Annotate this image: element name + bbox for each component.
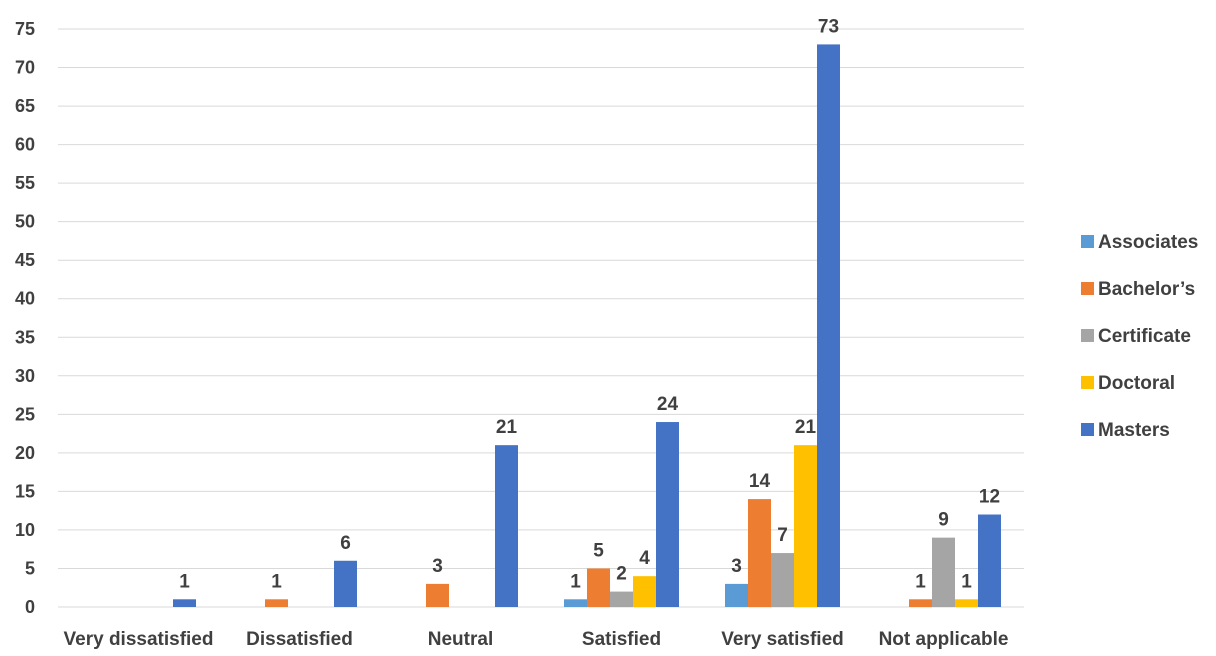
bar-certificate — [932, 537, 955, 607]
data-label: 9 — [938, 510, 949, 531]
y-tick-label: 0 — [25, 597, 35, 617]
bar-certificate — [610, 591, 633, 607]
bar-doctoral — [955, 599, 978, 607]
y-tick-label: 60 — [15, 135, 35, 155]
y-tick-label: 75 — [15, 19, 35, 39]
data-label: 7 — [777, 525, 788, 546]
bar-associates — [564, 599, 587, 607]
data-label: 2 — [616, 564, 627, 585]
data-label: 1 — [271, 571, 282, 592]
data-label: 1 — [570, 571, 581, 592]
bar-masters — [495, 445, 518, 607]
bars — [173, 44, 1001, 608]
data-label: 21 — [795, 417, 817, 438]
y-axis-ticks: 0 5 10 15 20 25 30 35 40 45 50 55 60 65 70 75 — [15, 19, 35, 617]
data-label: 14 — [749, 471, 771, 492]
y-tick-label: 65 — [15, 96, 35, 116]
bar-masters — [978, 514, 1001, 607]
bar-associates — [725, 583, 748, 607]
y-tick-label: 70 — [15, 58, 35, 78]
data-label: 1 — [179, 571, 190, 592]
y-tick-label: 40 — [15, 289, 35, 309]
data-label: 73 — [818, 16, 839, 37]
y-tick-label: 5 — [25, 558, 35, 578]
y-tick-label: 45 — [15, 250, 35, 270]
bar-doctoral — [794, 445, 817, 607]
data-label: 4 — [639, 548, 650, 569]
bar-bachelor-s — [909, 599, 932, 607]
data-label: 21 — [496, 417, 518, 438]
y-tick-label: 55 — [15, 173, 35, 193]
bar-bachelor-s — [265, 599, 288, 607]
bar-bachelor-s — [587, 568, 610, 607]
y-tick-label: 35 — [15, 327, 35, 347]
legend-swatch — [1081, 282, 1094, 295]
x-category-label: Dissatisfied — [246, 629, 353, 650]
data-label: 1 — [915, 571, 926, 592]
bar-masters — [334, 560, 357, 607]
y-tick-label: 30 — [15, 366, 35, 386]
data-label: 3 — [731, 556, 742, 577]
data-label: 5 — [593, 540, 604, 561]
bar-masters — [817, 44, 840, 608]
x-category-label: Not applicable — [879, 629, 1009, 650]
legend-swatch — [1081, 329, 1094, 342]
legend-swatch — [1081, 235, 1094, 248]
y-tick-label: 25 — [15, 404, 35, 424]
data-label: 12 — [979, 487, 1000, 508]
data-label: 3 — [432, 556, 443, 577]
bar-masters — [656, 422, 679, 607]
legend-swatch — [1081, 376, 1094, 389]
legend-label: Masters — [1098, 420, 1170, 441]
bar-certificate — [771, 553, 794, 607]
data-label: 1 — [961, 571, 972, 592]
x-category-label: Satisfied — [582, 629, 661, 650]
x-category-label: Very satisfied — [721, 629, 844, 650]
data-label: 24 — [657, 394, 679, 415]
legend-label: Associates — [1098, 232, 1198, 253]
legend-label: Certificate — [1098, 326, 1191, 347]
bar-masters — [173, 599, 196, 607]
legend-label: Doctoral — [1098, 373, 1175, 394]
x-category-label: Neutral — [428, 629, 493, 650]
x-axis-categories: Very dissatisfied Dissatisfied Neutral Sati… — [64, 629, 1009, 650]
x-category-label: Very dissatisfied — [64, 629, 214, 650]
gridlines — [58, 28, 1024, 608]
y-tick-label: 20 — [15, 443, 35, 463]
bar-doctoral — [633, 576, 656, 607]
legend: Associates Bachelor’s Certificate Doctoral M… — [1081, 232, 1198, 441]
bar-bachelor-s — [426, 583, 449, 607]
y-tick-label: 10 — [15, 520, 35, 540]
data-label: 6 — [340, 533, 351, 554]
legend-swatch — [1081, 423, 1094, 436]
y-tick-label: 50 — [15, 212, 35, 232]
legend-label: Bachelor’s — [1098, 279, 1195, 300]
bar-bachelor-s — [748, 499, 771, 607]
y-tick-label: 15 — [15, 481, 35, 501]
